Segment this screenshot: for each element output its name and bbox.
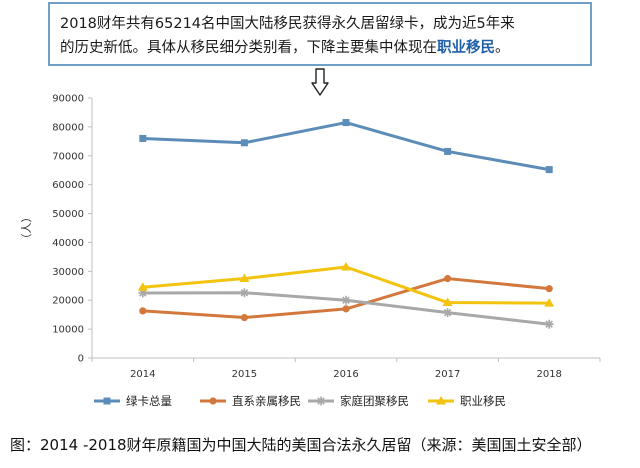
down-arrow-icon [311,68,329,96]
data-point [341,262,351,271]
legend-swatch-marker [209,397,217,405]
legend-entry: 职业移民 [428,394,506,408]
line-chart: 0 10000 20000 30000 40000 50000 60000 70000 8000… [20,94,601,408]
legend-label: 家庭团聚移民 [340,394,409,408]
chart-legend: 绿卡总量 直系亲属移民 家庭团聚移民 职业移民 [94,394,506,408]
legend-label: 直系亲属移民 [232,394,301,408]
callout-highlight: 职业移民 [437,40,495,56]
callout-line-2-suffix: 。 [495,40,510,56]
data-point [239,273,250,283]
x-tick-label: 2015 [232,369,257,380]
y-tick-label: 10000 [52,325,84,336]
legend-swatch-marker [436,396,446,405]
data-point [545,166,553,174]
data-point [444,274,452,283]
series-3 [138,288,554,329]
series-line [142,121,550,172]
y-tick-label: 60000 [52,180,84,191]
data-point [443,308,453,318]
legend-entry: 直系亲属移民 [200,394,301,408]
y-tick-label: 50000 [52,209,84,220]
legend-entry: 家庭团聚移民 [308,394,409,408]
legend-label: 职业移民 [460,394,506,408]
data-point [341,295,351,305]
callout-line-1: 2018财年共有65214名中国大陆移民获得永久居留绿卡，成为近5年来 [60,16,515,32]
legend-swatch-marker [103,397,111,405]
x-tick-label: 2018 [536,369,561,380]
data-point [240,139,248,147]
series-4 [137,262,555,307]
x-tick-label: 2016 [333,369,358,380]
data-point [544,298,555,307]
data-point [139,307,147,315]
chart-axes [91,98,600,359]
y-tick-label: 30000 [52,267,84,278]
y-tick-label: 40000 [52,238,84,249]
data-point [240,313,248,322]
series-1 [139,119,553,174]
legend-label: 绿卡总量 [126,394,172,408]
y-axis-label: （人） [20,212,33,245]
x-tick-label: 2017 [435,369,460,380]
figure-caption: 图：2014 -2018财年原籍国为中国大陆的美国合法永久居留（来源：美国国土安… [10,436,592,454]
legend-swatch-marker [316,396,326,406]
data-point [544,319,554,329]
data-point [442,297,453,307]
y-tick-label: 0 [78,354,84,365]
series-2 [139,274,553,322]
y-tick-label: 70000 [52,151,84,162]
data-point [342,119,350,127]
series-group [137,119,555,329]
data-point [342,305,350,313]
data-point [444,147,452,155]
data-point [239,288,249,298]
y-tick-label: 80000 [52,122,84,133]
legend-entry: 绿卡总量 [94,394,172,408]
callout-box: 2018财年共有65214名中国大陆移民获得永久居留绿卡，成为近5年来 的历史新… [48,2,592,66]
y-ticks: 0 10000 20000 30000 40000 50000 60000 70000 8000… [52,94,92,365]
callout-line-2-prefix: 的历史新低。具体从移民细分类别看，下降主要集中体现在 [60,40,437,56]
data-point [138,288,148,298]
y-tick-label: 90000 [52,94,84,105]
data-point [139,134,147,142]
y-tick-label: 20000 [52,296,84,307]
callout-line-2: 的历史新低。具体从移民细分类别看，下降主要集中体现在职业移民。 [60,36,580,60]
x-ticks: 2014 2015 2016 2017 2018 [91,358,601,380]
data-point [545,285,553,293]
x-tick-label: 2014 [130,369,155,380]
data-point [137,282,148,291]
